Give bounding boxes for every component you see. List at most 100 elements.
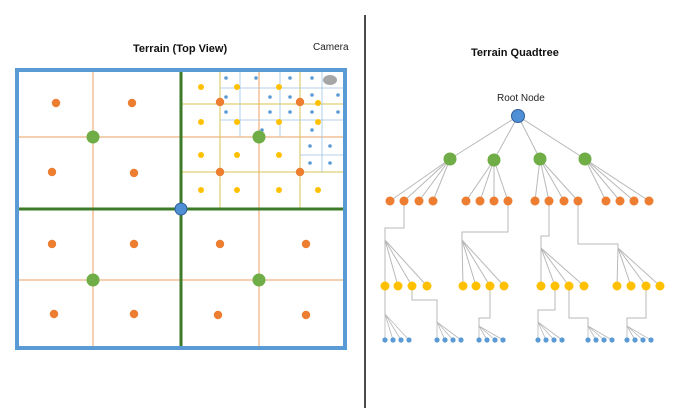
tree-edge [617,247,661,287]
terrain-node-blue [308,144,312,148]
terrain-node-blue [328,161,332,165]
tree-node-level2 [573,196,583,206]
tree-edge [540,247,585,287]
tree-node-level2 [503,196,513,206]
tree-node-level4 [609,337,615,343]
tree-edge [577,201,619,248]
terrain-node-yellow [198,84,204,90]
terrain-node-blue [288,95,292,99]
tree-node-level3 [393,281,403,291]
tree-node-level4 [442,337,448,343]
tree-node-level2 [399,196,409,206]
tree-edge [461,239,464,287]
tree-edge [540,247,570,287]
tree-edge [384,239,428,287]
tree-node-level2 [559,196,569,206]
tree-node-level3 [458,281,468,291]
terrain-node-yellow [234,152,240,158]
tree-edge [461,239,477,287]
tree-root-node [511,109,525,123]
tree-node-level2 [644,196,654,206]
tree-edge [384,201,405,240]
terrain-node-yellow [315,187,321,193]
tree-edge [384,239,413,287]
terrain-node-orange [301,310,311,320]
terrain-node-blue [224,95,228,99]
terrain-node-blue [310,128,314,132]
tree-node-level3 [655,281,665,291]
terrain-node-orange [49,309,59,319]
tree-node-level2 [414,196,424,206]
terrain-node-green [86,273,100,287]
tree-node-level3 [422,281,432,291]
terrain-node-yellow [315,100,321,106]
terrain-node-yellow [198,187,204,193]
tree-node-level4 [398,337,404,343]
tree-node-level1 [487,153,501,167]
terrain-node-blue [268,95,272,99]
tree-edge [517,115,586,160]
tree-edge [465,159,495,202]
tree-node-level4 [543,337,549,343]
tree-edge [384,313,410,341]
terrain-node-blue [268,110,272,114]
terrain-node-blue [224,110,228,114]
tree-node-level1 [443,152,457,166]
tree-edge [436,321,462,341]
terrain-border [15,68,347,350]
terrain-node-blue [310,76,314,80]
tree-edge [432,158,451,202]
tree-edge [537,321,563,341]
tree-edge [540,201,550,248]
terrain-node-yellow [315,119,321,125]
terrain-node-yellow [234,119,240,125]
tree-node-level4 [624,337,630,343]
tree-node-level4 [585,337,591,343]
tree-edge [626,286,647,326]
tree-edge [616,247,619,287]
terrain-node-blue [254,76,258,80]
tree-node-level3 [485,281,495,291]
tree-edge [617,247,647,287]
terrain-node-orange [215,239,225,249]
tree-edge [436,321,446,341]
tree-edge [626,325,636,341]
terrain-node-orange [51,98,61,108]
terrain-node-green [252,273,266,287]
tree-node-level3 [626,281,636,291]
tree-node-level4 [458,337,464,343]
tree-edge [587,325,613,341]
tree-edge [436,321,454,341]
tree-node-level2 [615,196,625,206]
tree-node-level2 [428,196,438,206]
tree-edge [537,286,556,322]
tree-edge [479,159,495,202]
tree-node-level2 [544,196,554,206]
terrain-node-blue [308,161,312,165]
tree-node-level4 [551,337,557,343]
tree-node-level2 [385,196,395,206]
terrain-node-yellow [276,152,282,158]
tree-edge [539,158,579,202]
tree-node-level2 [530,196,540,206]
tree-edge [587,325,597,341]
terrain-node-orange [129,239,139,249]
tree-edge [449,115,519,160]
terrain-node-green [252,130,266,144]
tree-node-level3 [407,281,417,291]
tree-edge [617,247,632,287]
terrain-node-orange [129,309,139,319]
tree-node-level1 [578,152,592,166]
terrain-node-blue [336,93,340,97]
terrain-node-orange [215,97,225,107]
tree-node-level4 [648,337,654,343]
tree-node-level4 [390,337,396,343]
tree-node-level3 [612,281,622,291]
terrain-node-orange [213,310,223,320]
tree-edge [403,158,451,202]
tree-node-level2 [489,196,499,206]
tree-node-level4 [500,337,506,343]
terrain-node-blue [328,144,332,148]
tree-edge [493,159,509,202]
